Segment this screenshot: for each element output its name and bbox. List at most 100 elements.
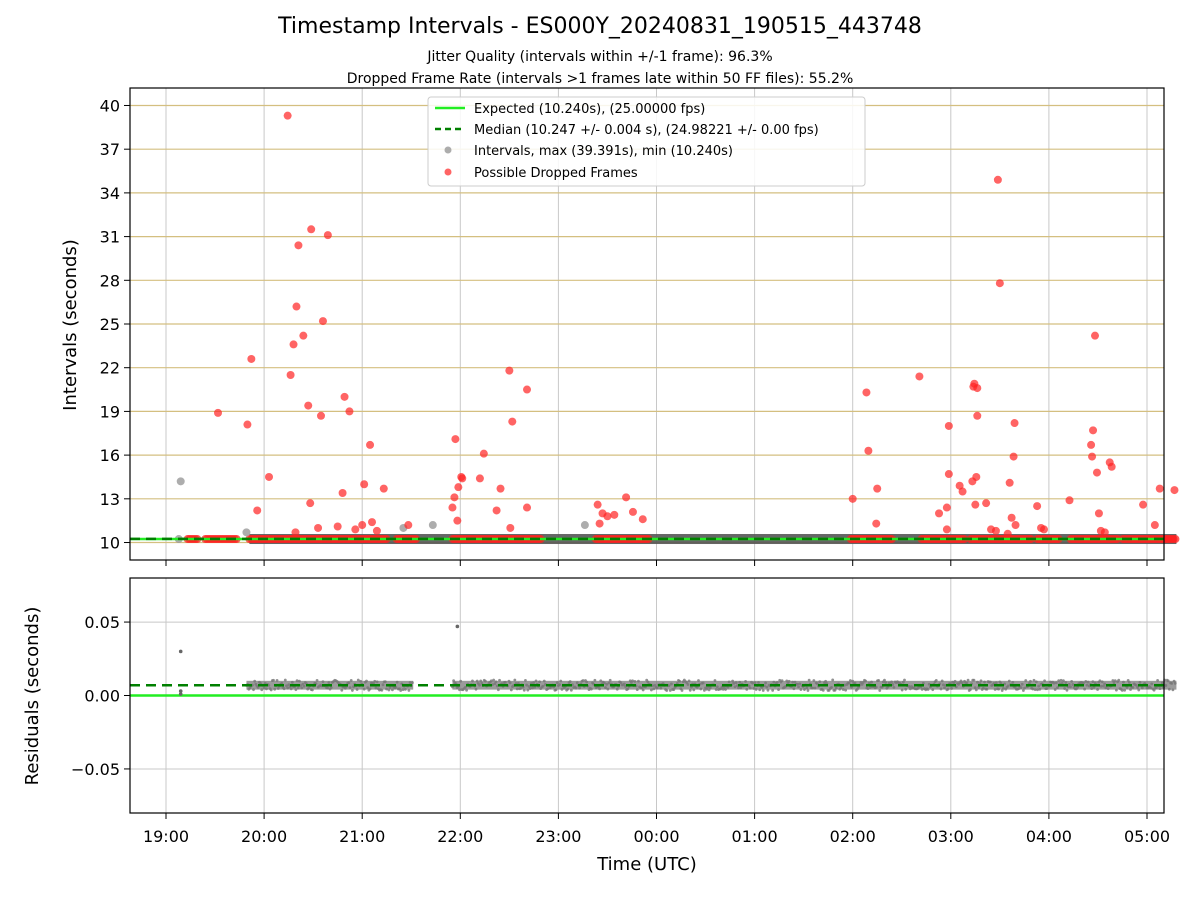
residual-point [934,679,938,682]
residual-point [953,679,957,683]
residual-point [904,687,908,691]
dropped-frame-point [1010,419,1019,428]
dropped-frame-point [213,408,222,417]
legend-entry: Possible Dropped Frames [474,166,638,181]
residual-point [350,689,354,692]
residual-point [795,682,799,686]
residual-point [1029,679,1032,683]
residual-point [347,681,351,685]
residual-point [1053,688,1057,691]
dropped-frame-point [304,401,313,410]
dropped-frame-point [453,516,462,525]
residual-point [542,679,546,683]
residual-point [713,679,717,682]
residual-point [283,678,287,682]
x-tick-label: 20:00 [241,827,287,846]
residual-point [943,686,946,690]
residual-point [900,688,904,692]
residual-point [687,679,691,683]
residual-point [806,689,810,692]
residual-point [604,686,607,689]
residual-point [522,688,526,692]
dropped-frame-point [508,417,517,426]
residual-point [489,679,493,683]
legend-entry: Median (10.247 +/- 0.004 s), (24.98221 +… [474,123,819,138]
dropped-frame-point [458,474,467,483]
y-tick-label: 22 [100,359,120,378]
residual-point [538,680,541,684]
residual-point [972,678,976,682]
residual-point [1122,680,1125,684]
residual-point [785,679,789,683]
residual-point [1173,681,1177,685]
residual-point [321,680,325,684]
residual-point [824,679,828,683]
residual-point [387,688,391,692]
dropped-frame-point [368,518,377,527]
residual-point [373,679,377,683]
y-tick-label: 16 [100,446,120,465]
interval-point [176,477,185,486]
residual-point [939,687,943,691]
residual-point [301,682,305,686]
dropped-frame-point [475,474,484,483]
residual-point [388,686,392,689]
residual-point [1017,687,1021,691]
residual-point [731,679,735,683]
residual-point [994,681,998,685]
y-axis-label-residuals: Residuals (seconds) [22,607,43,786]
residual-point [960,681,964,685]
residual-point [748,686,752,690]
residual-point [1112,681,1116,685]
residual-point [286,686,290,690]
residual-point [599,679,603,683]
residual-point [874,685,878,689]
residual-point [844,688,848,692]
residual-point [979,679,983,683]
dropped-frame-point [289,340,298,349]
residual-point [861,680,865,684]
residual-point [1004,687,1008,691]
residual-point [1158,687,1162,691]
residual-point [606,687,610,691]
interval-point [428,521,437,530]
residual-point [1056,686,1059,689]
residual-point [1129,688,1132,691]
dropped-frame-point [450,493,459,502]
residual-point [830,685,833,689]
dropped-frame-point [366,440,375,449]
residual-point [850,685,853,689]
residual-point [527,684,531,688]
residual-point [1170,681,1174,685]
residual-point [559,679,563,683]
residual-point [813,686,817,690]
residual-point [374,686,378,690]
residual-point [1059,678,1063,682]
residual-point [847,681,851,685]
residual-point [1096,688,1099,691]
residual-point [1071,683,1075,686]
residual-point [708,686,712,690]
dropped-frame-point [991,526,1000,535]
residual-point [969,688,972,691]
residual-point [652,687,656,691]
residual-point [355,688,359,691]
dropped-frame-point [628,507,637,516]
residual-point [1064,681,1068,684]
residual-point [1033,688,1037,692]
residual-point [568,680,572,683]
residual-point [276,687,280,690]
residual-point [659,686,663,690]
residual-point [519,686,523,690]
residual-point [732,681,736,685]
residual-point [260,688,264,692]
x-axis-label: Time (UTC) [596,854,697,875]
residual-point [807,678,811,682]
residual-point [605,682,609,686]
residual-point [383,680,387,683]
residual-point [399,689,403,692]
dropped-frame-point [1088,452,1097,461]
dropped-frame-point [942,503,951,512]
residual-point [1150,682,1154,686]
residual-point [1086,680,1090,684]
